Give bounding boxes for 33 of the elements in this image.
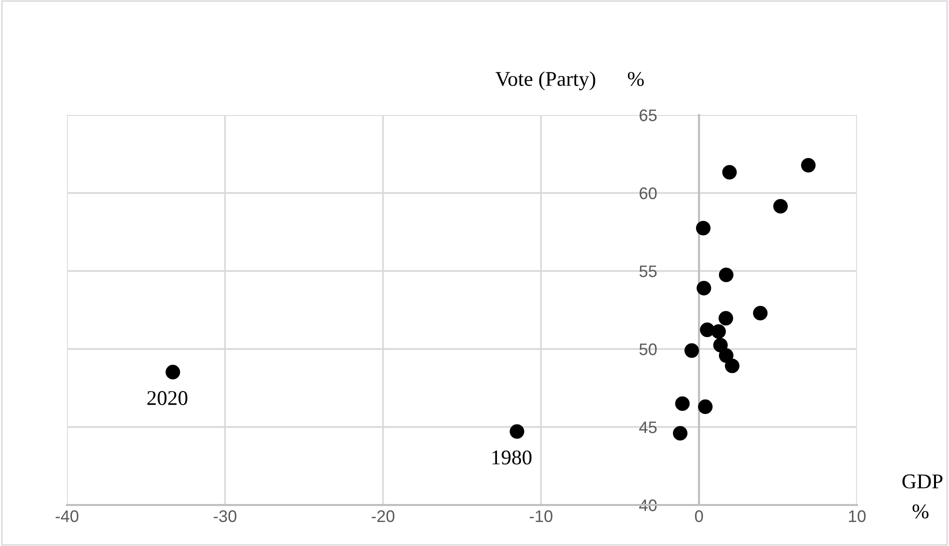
point — [718, 310, 734, 326]
x-tick-label: -10 — [530, 510, 552, 522]
x-tick-label: -30 — [214, 510, 236, 522]
annotation: 2020 — [147, 391, 188, 406]
y-tick-label: 45 — [639, 422, 657, 434]
point — [166, 364, 180, 380]
y-tick-label: 60 — [640, 187, 657, 200]
y-tick-label: 50 — [639, 343, 657, 356]
point — [684, 343, 700, 358]
point — [698, 399, 713, 414]
point — [753, 306, 768, 320]
y-tick-label: 65 — [640, 109, 657, 122]
text: % — [912, 504, 928, 519]
y-axis-title: Vote (Party) — [495, 71, 596, 90]
annotation: 1980 — [492, 450, 532, 465]
point — [773, 198, 788, 214]
point — [724, 358, 740, 374]
text: % — [628, 72, 644, 86]
x-tick-label: -20 — [372, 510, 394, 522]
point — [801, 158, 816, 173]
point — [696, 220, 711, 236]
point — [711, 324, 726, 339]
x-tick-label: 10 — [849, 510, 866, 522]
point — [672, 426, 688, 441]
y-tick-label: 55 — [639, 266, 657, 278]
point — [510, 424, 524, 439]
x-axis-title: GDP — [902, 474, 942, 488]
point — [722, 164, 737, 180]
x-tick-label: 0 — [695, 510, 703, 522]
x-tick-label: -40 — [56, 510, 78, 522]
point — [675, 396, 690, 411]
point — [718, 268, 734, 282]
point — [696, 280, 712, 296]
